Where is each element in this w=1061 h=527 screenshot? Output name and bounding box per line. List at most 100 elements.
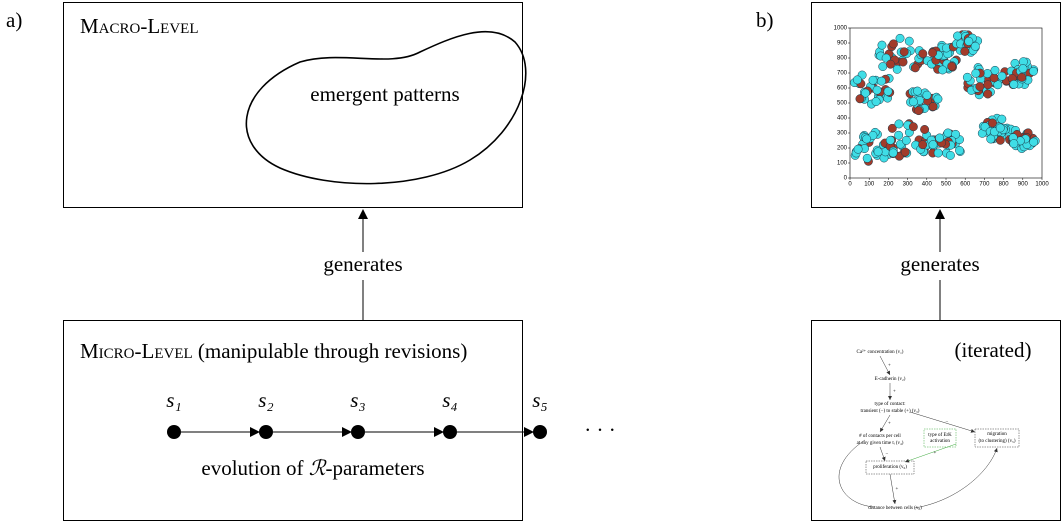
cell [970,41,980,51]
pattern-blob [245,30,527,185]
cell [993,80,1003,90]
cell [986,134,996,144]
state-node [443,425,457,439]
cell [914,106,924,116]
mini-edge [879,414,891,433]
cell [918,49,928,59]
arrow-label: generates [323,252,402,276]
cell [861,88,870,98]
cell [933,148,943,158]
caption-post: -parameters [325,456,424,480]
cell [877,76,886,86]
edge-sign: + [888,422,891,427]
ellipsis: · · · [584,418,615,442]
cell [862,134,872,144]
cell [995,135,1005,145]
iterated-label: (iterated) [955,338,1032,362]
cell [888,148,898,158]
cell [922,90,932,100]
cell [962,72,972,82]
mini-edge [904,443,957,463]
mini-edge [879,355,891,376]
x-tick-label: 100 [864,182,875,188]
mini-node: E-cadherin (v₂) [875,377,906,382]
arrow-label: generates [900,252,979,276]
edge-sign: − [946,420,949,425]
cell [955,146,964,155]
caption-pre: evolution of [201,456,303,480]
y-tick-label: 600 [837,86,848,92]
mini-node: distance between cells (v₈) [868,506,922,511]
state-node [167,425,181,439]
cell [886,59,895,69]
x-tick-label: 700 [979,182,990,188]
mini-node: # of contacts per cell [859,434,901,439]
mini-node: transient (−) to stable (+) (v₃) [861,409,920,414]
cell [933,94,943,104]
mini-node: type of ErK [928,433,952,438]
mini-node: at any given time tᵢ (v₄) [857,441,904,446]
cell [901,135,911,145]
cell [997,114,1007,124]
state-node [533,425,547,439]
y-tick-label: 100 [837,161,848,167]
cell [920,125,930,134]
micro-title-caps: Micro-Level [80,339,193,363]
cell [873,147,883,157]
cell [894,119,904,129]
x-tick-label: 300 [903,182,914,188]
x-tick-label: 900 [1018,182,1029,188]
cell [908,122,918,132]
cell [960,47,970,56]
state-label: s₅ [532,388,547,412]
cell [853,144,863,154]
mini-edge [879,446,886,462]
mini-diagram: Ca²⁺ concentration (v₁) E-cadherin (v₂) ty… [838,349,1020,511]
cell [872,85,882,95]
label-bg [877,252,1003,280]
cell [878,62,888,72]
cell [892,64,902,74]
x-tick-label: 400 [922,182,933,188]
mini-node: activation [930,439,950,444]
cell [887,123,897,133]
y-tick-label: 900 [837,41,848,47]
cell [913,86,922,96]
cell [1018,64,1028,74]
cell [871,97,881,107]
y-tick-label: 1000 [834,26,848,32]
mini-box [974,428,1020,448]
state-label: s₃ [350,388,365,412]
micro-title: Micro-Level (manipulable through revisio… [80,339,467,363]
panel-label: b) [756,8,774,32]
cell [908,97,918,107]
cell [1009,79,1019,89]
mini-edge [889,473,897,505]
cell [895,33,905,43]
mini-edge [914,447,998,509]
cell [983,89,993,99]
y-tick-label: 200 [837,146,848,152]
cell [881,53,891,63]
state-label: s₁ [166,388,181,412]
state-node [259,425,273,439]
cell [945,150,955,160]
cell [889,39,898,49]
mini-node: Ca²⁺ concentration (v₁) [857,349,904,355]
cell [910,63,920,73]
cell [898,57,908,67]
x-tick-label: 200 [883,182,894,188]
state-label: s₄ [442,388,457,412]
cell [868,75,878,85]
y-tick-label: 0 [844,176,848,182]
state-label: s₂ [258,388,273,412]
y-tick-label: 300 [837,131,848,137]
y-tick-label: 700 [837,71,848,77]
cell [899,47,909,57]
mini-node: migration [987,432,1007,437]
cell [935,133,945,143]
macro-title: Macro-Level [80,14,199,38]
cell [953,31,962,41]
cell [862,153,872,163]
